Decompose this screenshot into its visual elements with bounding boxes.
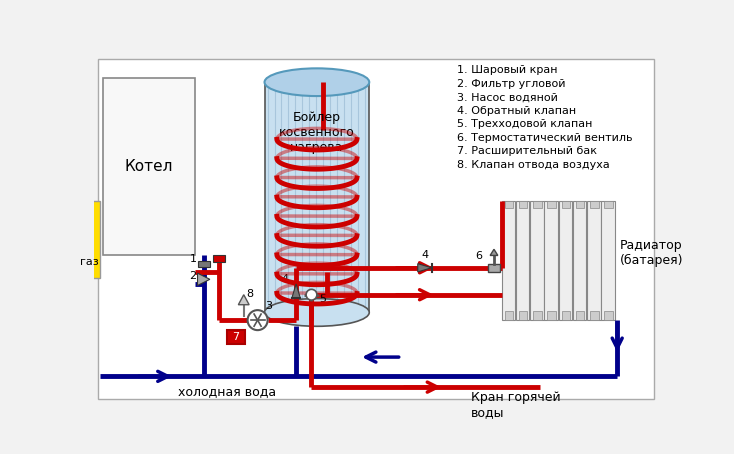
Bar xyxy=(213,256,225,262)
Text: 3: 3 xyxy=(266,301,272,311)
Bar xyxy=(504,201,513,208)
Bar xyxy=(519,201,527,208)
Bar xyxy=(587,201,600,320)
Bar xyxy=(501,201,515,320)
Ellipse shape xyxy=(264,299,369,326)
Polygon shape xyxy=(197,273,210,286)
Text: Кран горячей
воды: Кран горячей воды xyxy=(471,391,561,419)
Bar xyxy=(488,264,500,271)
Text: 1: 1 xyxy=(189,254,197,264)
Text: 5: 5 xyxy=(319,295,327,305)
Bar xyxy=(227,330,245,344)
Text: 2: 2 xyxy=(189,271,197,281)
Bar xyxy=(533,201,542,208)
Bar xyxy=(103,78,195,255)
Bar xyxy=(545,201,558,320)
Text: 4: 4 xyxy=(421,250,428,260)
Bar xyxy=(516,201,529,320)
Text: 7. Расширительный бак: 7. Расширительный бак xyxy=(457,146,597,156)
Bar xyxy=(92,201,100,278)
Polygon shape xyxy=(490,249,498,256)
Ellipse shape xyxy=(264,69,369,96)
Bar xyxy=(548,311,556,320)
Text: 3. Насос водяной: 3. Насос водяной xyxy=(457,92,558,102)
Bar xyxy=(533,311,542,320)
Bar xyxy=(575,311,584,320)
Text: 4. Обратный клапан: 4. Обратный клапан xyxy=(457,106,576,116)
Text: 1. Шаровый кран: 1. Шаровый кран xyxy=(457,65,558,75)
Bar xyxy=(197,261,210,267)
Text: Радиатор
(батарея): Радиатор (батарея) xyxy=(619,239,683,267)
Polygon shape xyxy=(418,264,432,272)
Bar xyxy=(530,201,544,320)
Polygon shape xyxy=(292,284,300,298)
Text: 8: 8 xyxy=(247,289,253,299)
Text: 8. Клапан отвода воздуха: 8. Клапан отвода воздуха xyxy=(457,160,610,170)
Bar xyxy=(264,82,369,312)
Bar xyxy=(575,201,584,208)
Text: 2. Фильтр угловой: 2. Фильтр угловой xyxy=(457,79,565,89)
Text: газ: газ xyxy=(79,257,98,267)
Text: 7: 7 xyxy=(233,332,239,342)
Circle shape xyxy=(306,289,317,300)
Bar xyxy=(604,311,613,320)
Bar xyxy=(562,201,570,208)
Polygon shape xyxy=(239,295,249,305)
Text: 4: 4 xyxy=(282,274,289,284)
Bar xyxy=(559,201,572,320)
Bar xyxy=(601,201,615,320)
Text: 6: 6 xyxy=(475,251,482,261)
Bar xyxy=(573,201,586,320)
Text: холодная вода: холодная вода xyxy=(178,385,277,399)
Bar xyxy=(604,201,613,208)
Bar xyxy=(548,201,556,208)
Bar xyxy=(590,201,598,208)
Text: Бойлер
косвенного
нагрева: Бойлер косвенного нагрева xyxy=(279,111,355,154)
Text: 6. Термостатический вентиль: 6. Термостатический вентиль xyxy=(457,133,633,143)
Text: Котел: Котел xyxy=(125,158,173,173)
Bar xyxy=(590,311,598,320)
Bar xyxy=(504,311,513,320)
Bar xyxy=(562,311,570,320)
Bar xyxy=(519,311,527,320)
Circle shape xyxy=(247,310,268,330)
Text: 5. Трехходовой клапан: 5. Трехходовой клапан xyxy=(457,119,592,129)
